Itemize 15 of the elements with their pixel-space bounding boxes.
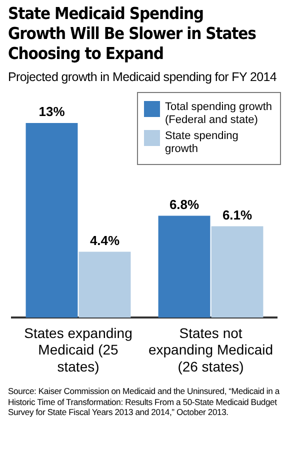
legend-label: Total spending growth (Federal and state) <box>165 101 274 127</box>
x-tick-label: States expanding Medicaid (25 states) <box>24 324 132 374</box>
bar <box>26 122 78 318</box>
legend-label: State spending growth <box>165 130 240 156</box>
source-note: Source: Kaiser Commission on Medicaid and the Uninsured, “Medicaid in a Historic Time of Transformation: Results From a 50-State Medicaid Budget Survey for State Fiscal Years 2013 and 2014,” October 2013. <box>8 386 281 418</box>
bar <box>78 252 131 318</box>
x-tick-label: States not expanding Medicaid (26 states) <box>148 324 274 374</box>
data-label: 4.4% <box>90 232 120 248</box>
chart-title: State Medicaid Spending Growth Will Be Slower in States Choosing to Expand <box>8 4 257 64</box>
data-label: 6.8% <box>169 196 200 212</box>
bar <box>211 226 264 318</box>
chart-subtitle: Projected growth in Medicaid spending for FY 2014 <box>8 70 278 84</box>
bar <box>158 216 210 318</box>
data-label: 6.1% <box>222 207 252 222</box>
data-label: 13% <box>38 104 66 120</box>
